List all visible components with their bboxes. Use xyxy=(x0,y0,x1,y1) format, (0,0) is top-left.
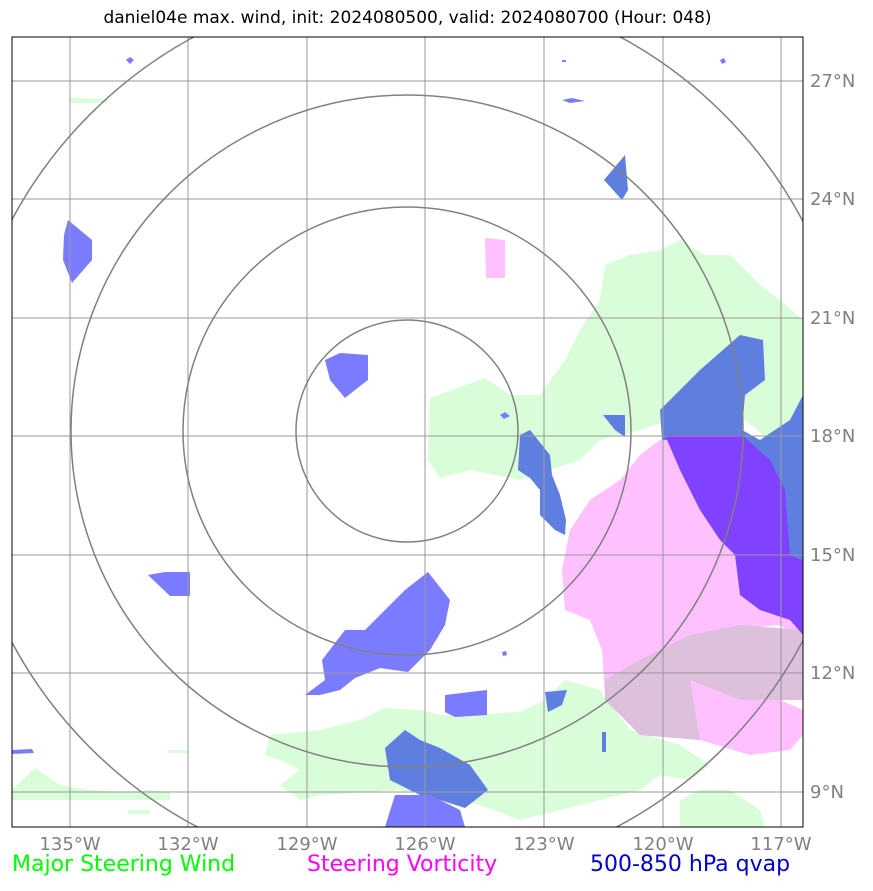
graticule xyxy=(12,37,803,827)
qvap-speck-1 xyxy=(126,57,134,64)
qvap-speck-2 xyxy=(562,98,585,103)
qvap-mid-2 xyxy=(603,415,625,437)
lon-label: 132°W xyxy=(157,834,218,855)
lon-label: 126°W xyxy=(394,834,455,855)
qvap-south xyxy=(385,730,488,808)
qvap-speck-7 xyxy=(562,60,566,62)
legend-steering-vorticity: Steering Vorticity xyxy=(307,852,498,877)
lat-label: 27°N xyxy=(810,71,855,92)
wind-area-east xyxy=(428,240,803,480)
qvap-small-s xyxy=(445,690,487,717)
qvap-west xyxy=(148,572,190,596)
steering-wind-areas xyxy=(12,98,803,827)
wind-area-southeast xyxy=(680,790,765,827)
lon-label: 129°W xyxy=(276,834,337,855)
legend-steering-wind: Major Steering Wind xyxy=(12,852,236,877)
lat-label: 21°N xyxy=(810,308,855,329)
range-rings xyxy=(12,37,803,827)
qvap-southwest-band xyxy=(305,572,450,695)
lat-label: 9°N xyxy=(810,782,844,803)
legend-qvap: 500-850 hPa qvap xyxy=(590,852,791,877)
latitude-axis: 27°N 24°N 21°N 18°N 15°N 12°N 9°N xyxy=(810,71,855,803)
map-title: daniel04e max. wind, init: 2024080500, v… xyxy=(103,8,712,28)
plot-frame xyxy=(11,36,804,828)
lon-label: 120°W xyxy=(632,834,693,855)
range-ring-2 xyxy=(182,206,632,656)
longitude-axis: 135°W 132°W 129°W 126°W 123°W 120°W 117°… xyxy=(39,834,811,855)
vorticity-wind-overlap xyxy=(605,625,803,740)
qvap-vort-overlap xyxy=(665,435,803,635)
qvap-small-se-2 xyxy=(602,732,606,752)
qvap-speck-5 xyxy=(12,749,34,754)
qvap-northeast xyxy=(604,155,628,200)
qvap-speck-6 xyxy=(502,651,507,656)
wind-patch-northwest xyxy=(70,98,108,103)
lon-label: 117°W xyxy=(750,834,811,855)
wind-patch-small-2 xyxy=(168,750,188,753)
qvap-small-se xyxy=(545,690,567,712)
vorticity-patch-north xyxy=(485,238,505,278)
lon-label: 135°W xyxy=(39,834,100,855)
map-plot-area xyxy=(12,37,803,827)
lon-label: 123°W xyxy=(513,834,574,855)
range-ring-1 xyxy=(295,319,519,543)
wind-patch-small xyxy=(128,810,150,814)
qvap-speck-3 xyxy=(720,58,726,64)
qvap-mid xyxy=(518,430,566,535)
lat-label: 18°N xyxy=(810,426,855,447)
qvap-speck-4 xyxy=(500,412,510,419)
range-ring-3 xyxy=(70,94,744,768)
wind-area-south xyxy=(265,680,710,820)
lat-label: 24°N xyxy=(810,189,855,210)
qvap-center xyxy=(325,353,368,398)
lat-label: 12°N xyxy=(810,663,855,684)
lat-label: 15°N xyxy=(810,545,855,566)
